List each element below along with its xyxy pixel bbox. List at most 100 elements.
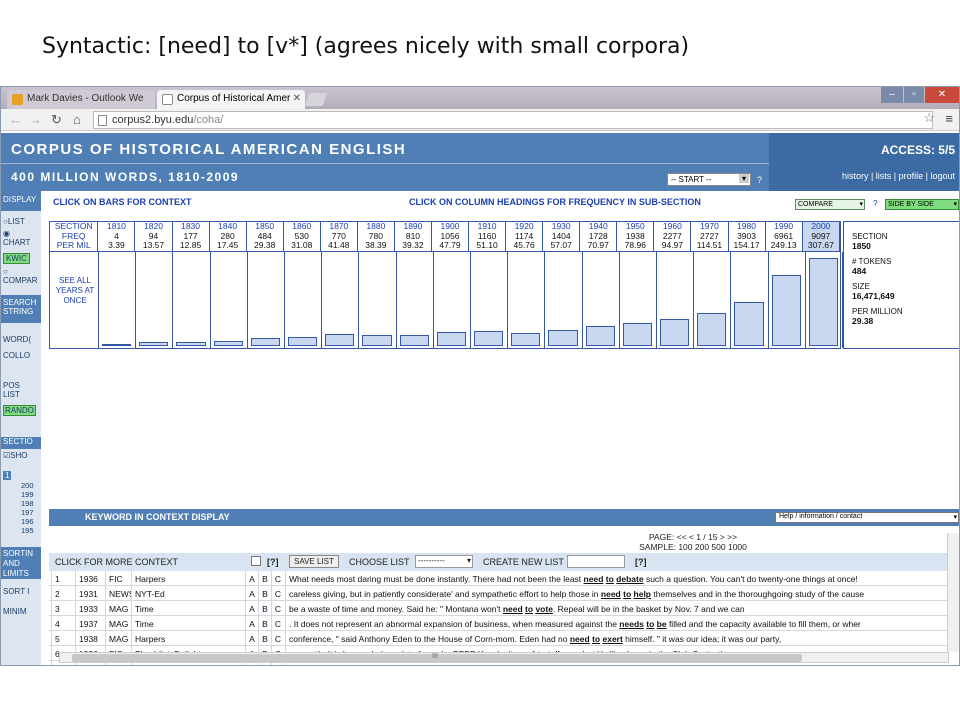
side-by-side-select[interactable]: SIDE BY SIDE ▾ [885, 199, 959, 210]
minimize-button[interactable]: – [881, 87, 903, 103]
year-heading[interactable]: 1900 [431, 221, 470, 232]
section-item[interactable]: 1 [3, 471, 12, 480]
save-list-button[interactable]: SAVE LIST [289, 555, 339, 568]
keyword[interactable]: help [633, 589, 652, 599]
keyword[interactable]: need [569, 634, 590, 644]
create-list-input[interactable] [567, 555, 625, 568]
context-link-c[interactable]: C [271, 601, 284, 616]
address-bar[interactable]: corpus2.byu.edu/coha/ [93, 111, 933, 129]
scroll-thumb[interactable]: III [72, 653, 802, 662]
context-link-b[interactable]: B [258, 601, 271, 616]
random-option[interactable]: RANDO [3, 405, 36, 416]
context-link-c[interactable]: C [271, 661, 284, 665]
tab-outlook[interactable]: Mark Davies - Outlook We [7, 90, 155, 109]
bar[interactable] [548, 329, 578, 346]
display-kwic-option[interactable]: KWIC [3, 253, 30, 264]
year-heading[interactable]: 1830 [172, 221, 210, 232]
bar[interactable] [288, 337, 318, 346]
bar[interactable] [139, 342, 169, 346]
compare-select[interactable]: COMPARE ▾ [795, 199, 865, 210]
keyword[interactable]: debate [616, 574, 644, 584]
context-link-a[interactable]: A [245, 616, 258, 631]
keyword[interactable]: to [592, 634, 601, 644]
context-link-b[interactable]: B [258, 631, 271, 646]
context-link-c[interactable]: C [271, 631, 284, 646]
start-help-link[interactable]: ? [757, 175, 763, 185]
context-link-a[interactable]: A [245, 661, 258, 665]
keyword[interactable]: need [536, 664, 556, 665]
see-all-years-link[interactable]: SEE ALL YEARS AT ONCE [55, 276, 95, 305]
new-tab-button[interactable] [304, 93, 328, 106]
keyword[interactable]: exert [602, 634, 623, 644]
context-link-a[interactable]: A [245, 571, 258, 586]
help-select[interactable]: Help / information / contact ▾ [775, 512, 959, 523]
forward-icon[interactable]: → [29, 112, 42, 127]
account-links[interactable]: history | lists | profile | logout [841, 171, 955, 181]
keyword[interactable]: tell [568, 664, 580, 665]
bar[interactable] [325, 334, 355, 346]
year-heading[interactable]: 1850 [246, 221, 284, 232]
maximize-button[interactable]: ▫ [904, 87, 924, 103]
keyword[interactable]: to [605, 574, 614, 584]
table-row[interactable]: 4 1937 MAG Time A B C. It does not represent a… [49, 616, 949, 631]
bar[interactable] [399, 334, 429, 346]
context-link-a[interactable]: A [245, 601, 258, 616]
year-heading[interactable]: 1970 [690, 221, 729, 232]
year-heading[interactable]: 1860 [283, 221, 321, 232]
bar[interactable] [176, 342, 206, 346]
context-link-c[interactable]: C [271, 586, 284, 601]
context-link-b[interactable]: B [258, 586, 271, 601]
bar[interactable] [213, 341, 243, 346]
pager[interactable]: PAGE: << < 1 / 15 > >> SAMPLE: 100 200 5… [623, 532, 763, 552]
keyword[interactable]: needs [619, 619, 644, 629]
menu-icon[interactable]: ≡ [945, 111, 953, 126]
keyword[interactable]: be [656, 619, 667, 629]
select-help-link[interactable]: [?] [267, 557, 279, 567]
year-heading[interactable]: 1920 [505, 221, 544, 232]
bar[interactable] [622, 323, 652, 346]
choose-list-select[interactable]: ---------- ▾ [415, 555, 473, 568]
context-link-a[interactable]: A [245, 631, 258, 646]
vertical-scrollbar[interactable] [947, 533, 959, 652]
keyword[interactable]: to [525, 604, 534, 614]
year-heading[interactable]: 2000 [802, 221, 841, 232]
home-icon[interactable]: ⌂ [73, 112, 81, 127]
year-heading[interactable]: 1810 [97, 221, 136, 232]
bar[interactable] [771, 274, 801, 346]
context-link-c[interactable]: C [271, 616, 284, 631]
year-heading[interactable]: 1890 [394, 221, 432, 232]
year-heading[interactable]: 1980 [728, 221, 766, 232]
year-heading[interactable]: 1880 [357, 221, 395, 232]
bar[interactable] [660, 318, 690, 346]
select-all-checkbox[interactable] [251, 556, 261, 566]
context-link-a[interactable]: A [245, 586, 258, 601]
bar[interactable] [697, 313, 727, 346]
table-row[interactable]: 71935FICRedSkyInMorninABCno need to come… [49, 661, 949, 665]
bar[interactable] [808, 258, 838, 346]
show-checkbox[interactable]: ☑SHO [3, 451, 28, 460]
compare-help-link[interactable]: ? [873, 199, 878, 208]
reload-icon[interactable]: ↻ [51, 112, 62, 127]
page-navigation[interactable]: PAGE: << < 1 / 15 > >> [648, 532, 738, 542]
keyword[interactable]: to [623, 589, 632, 599]
year-heading[interactable]: 1960 [653, 221, 692, 232]
year-heading[interactable]: 1950 [616, 221, 655, 232]
bookmark-star-icon[interactable]: ☆ [923, 110, 935, 125]
year-heading[interactable]: 1870 [320, 221, 358, 232]
context-link-b[interactable]: B [258, 661, 271, 665]
sample-size-links[interactable]: SAMPLE: 100 200 500 1000 [639, 542, 747, 552]
bar[interactable] [250, 337, 280, 346]
section-year-list[interactable]: 200 199 198 197 196 195 [21, 481, 34, 535]
bar[interactable] [436, 332, 466, 346]
year-heading[interactable]: 1910 [468, 221, 507, 232]
context-link-b[interactable]: B [258, 616, 271, 631]
year-heading[interactable]: 1940 [579, 221, 618, 232]
keyword[interactable]: vote [535, 604, 553, 614]
table-row[interactable]: 1 1936 FIC Harpers A B C What needs most daring… [49, 571, 949, 586]
bar[interactable] [362, 335, 392, 346]
bar[interactable] [511, 332, 541, 346]
close-tab-icon[interactable]: ✕ [292, 93, 301, 104]
year-heading[interactable]: 1820 [134, 221, 173, 232]
